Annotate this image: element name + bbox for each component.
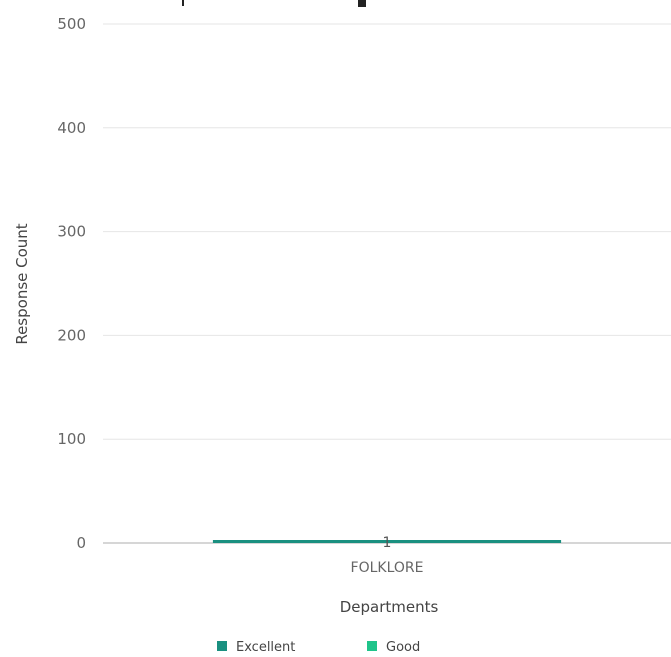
y-tick-label: 100	[57, 430, 86, 448]
x-axis-categories: FOLKLORE	[351, 560, 424, 576]
bar-excellent	[212, 540, 562, 543]
gridlines	[103, 23, 671, 544]
data-label: 1	[383, 535, 392, 551]
legend-swatch-good	[367, 641, 377, 651]
legend: Excellent Good	[217, 640, 420, 655]
y-axis-ticks: 0 100 200 300 400 500	[57, 15, 86, 552]
x-axis-title: Departments	[340, 598, 439, 616]
y-tick-label: 200	[57, 326, 86, 344]
legend-label-excellent: Excellent	[236, 640, 295, 655]
bars: 1	[212, 535, 562, 551]
y-tick-label: 300	[57, 223, 86, 241]
y-tick-label: 0	[76, 534, 86, 552]
x-category-label: FOLKLORE	[351, 560, 424, 576]
y-tick-label: 500	[57, 15, 86, 33]
y-tick-label: 400	[57, 119, 86, 137]
title-fragment-right	[358, 0, 366, 7]
legend-label-good: Good	[386, 640, 420, 655]
y-axis-title: Response Count	[13, 223, 31, 344]
title-fragment-left	[182, 0, 184, 6]
title-fragments	[182, 0, 366, 7]
legend-swatch-excellent	[217, 641, 227, 651]
